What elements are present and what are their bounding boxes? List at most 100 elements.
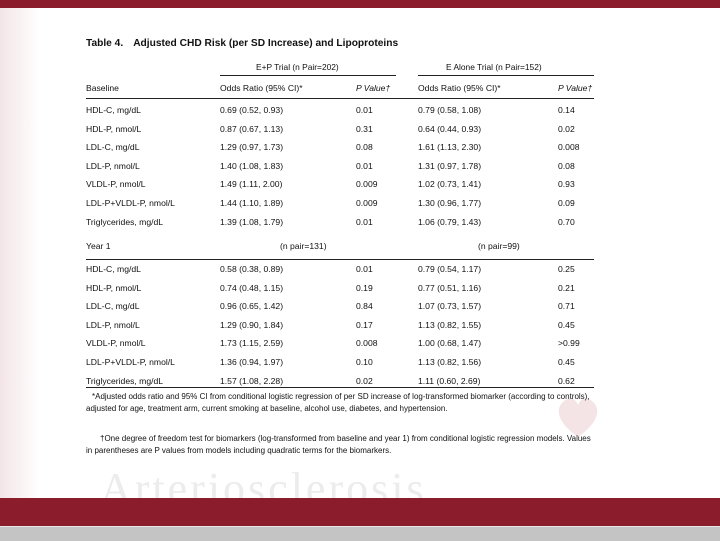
p-ep: 0.008	[356, 338, 378, 349]
or-ep: 1.36 (0.94, 1.97)	[220, 357, 284, 367]
table-row: VLDL-P, nmol/L 1.73 (1.15, 2.59) 0.008 1.00…	[80, 338, 598, 354]
p-ep: 0.02	[356, 375, 373, 386]
or-ea: 1.13 (0.82, 1.56)	[418, 357, 482, 367]
or-ep: 1.49 (1.11, 2.00)	[220, 179, 283, 190]
p-ep: 0.01	[356, 105, 373, 115]
row-label: HDL-C, mg/dL	[86, 105, 141, 115]
p-ep: 0.01	[356, 160, 373, 171]
p-ep: 0.01	[356, 264, 373, 274]
table-row: HDL-P, nmol/L 0.74 (0.48, 1.15) 0.19 0.77 (…	[80, 283, 598, 299]
table-row: HDL-P, nmol/L 0.87 (0.67, 1.13) 0.31 0.64 (…	[80, 124, 598, 140]
table-row: LDL-C, mg/dL 0.96 (0.65, 1.42) 0.84 1.07 (0…	[80, 301, 598, 317]
or-ep: 0.74 (0.48, 1.15)	[220, 282, 284, 293]
or-ea: 0.77 (0.51, 1.16)	[418, 282, 482, 293]
table-card: Table 4. Adjusted CHD Risk (per SD Increa…	[80, 30, 598, 470]
p-ep: 0.009	[356, 179, 378, 190]
row-label: VLDL-P, nmol/L	[86, 338, 146, 349]
or-ep: 1.40 (1.08, 1.83)	[220, 160, 284, 171]
p-ep: 0.01	[356, 216, 373, 227]
or-ep: 1.57 (1.08, 2.28)	[220, 375, 284, 386]
table-row: LDL-P+VLDL-P, nmol/L 1.36 (0.94, 1.97) 0.1…	[80, 357, 598, 373]
p-ea: 0.93	[558, 179, 575, 190]
year1-rule	[86, 259, 594, 260]
or-ea: 1.00 (0.68, 1.47)	[418, 338, 482, 349]
ep-underline	[220, 75, 396, 76]
or-ea: 1.30 (0.96, 1.77)	[418, 198, 482, 208]
or-ep: 0.69 (0.52, 0.93)	[220, 105, 284, 115]
p-ep: 0.31	[356, 123, 373, 134]
table-label: Table 4.	[86, 38, 124, 49]
trial-ep-header: E+P Trial (n Pair=202)	[256, 62, 339, 72]
or-ep: 0.87 (0.67, 1.13)	[220, 123, 284, 134]
or-ea: 1.11 (0.60, 2.69)	[418, 375, 481, 386]
p-ea: 0.70	[558, 216, 575, 227]
or-ea: 1.31 (0.97, 1.78)	[418, 160, 482, 171]
year1-n-ea: (n pair=99)	[478, 241, 520, 251]
year1-n-ep: (n pair=131)	[280, 241, 327, 251]
p-ea: 0.09	[558, 198, 575, 208]
or-ea: 1.07 (0.73, 1.57)	[418, 301, 482, 312]
or-ep: 1.29 (0.97, 1.73)	[220, 142, 284, 153]
or-ea: 0.79 (0.58, 1.08)	[418, 105, 482, 115]
col-p-ea: P Value†	[558, 83, 593, 93]
p-ep: 0.08	[356, 142, 373, 153]
or-ep: 1.73 (1.15, 2.59)	[220, 338, 284, 349]
p-ea: 0.008	[558, 142, 580, 153]
section-baseline: Baseline	[86, 83, 119, 93]
p-ea: 0.02	[558, 123, 575, 134]
p-ea: 0.62	[558, 375, 575, 386]
p-ea: 0.21	[558, 282, 575, 293]
table-row: Triglycerides, mg/dL 1.39 (1.08, 1.79) 0.0…	[80, 217, 598, 233]
table-row: HDL-C, mg/dL 0.58 (0.38, 0.89) 0.01 0.79 (0…	[80, 264, 598, 280]
p-ea: 0.45	[558, 319, 575, 330]
col-or-ea: Odds Ratio (95% CI)*	[418, 83, 501, 93]
p-ep: 0.84	[356, 301, 373, 312]
row-label: HDL-P, nmol/L	[86, 282, 142, 293]
row-label: LDL-C, mg/dL	[86, 301, 140, 312]
header-rule	[86, 98, 594, 99]
or-ep: 1.29 (0.90, 1.84)	[220, 319, 284, 330]
table-row: VLDL-P, nmol/L 1.49 (1.11, 2.00) 0.009 1.02…	[80, 179, 598, 195]
row-label: LDL-P, nmol/L	[86, 160, 140, 171]
or-ea: 1.61 (1.13, 2.30)	[418, 142, 482, 153]
left-gradient	[0, 8, 40, 498]
ea-underline	[418, 75, 594, 76]
year1-header-row: Year 1 (n pair=131) (n pair=99)	[80, 241, 598, 257]
p-ea: 0.14	[558, 105, 575, 115]
or-ea: 1.06 (0.79, 1.43)	[418, 216, 482, 227]
trial-ea-header: E Alone Trial (n Pair=152)	[446, 62, 542, 72]
p-ep: 0.19	[356, 282, 373, 293]
col-or-ep: Odds Ratio (95% CI)*	[220, 83, 303, 93]
or-ea: 1.02 (0.73, 1.41)	[418, 179, 482, 190]
col-p-ep: P Value†	[356, 83, 391, 93]
table-row: Triglycerides, mg/dL 1.57 (1.08, 2.28) 0.0…	[80, 376, 598, 392]
section-year1: Year 1	[86, 241, 111, 251]
p-ea: >0.99	[558, 338, 580, 349]
row-label: HDL-P, nmol/L	[86, 123, 142, 134]
footnote-asterisk: *Adjusted odds ratio and 95% CI from con…	[86, 392, 590, 413]
bottom-rule	[86, 387, 594, 388]
p-ea: 0.71	[558, 301, 575, 312]
table-title: Table 4. Adjusted CHD Risk (per SD Increa…	[86, 38, 398, 49]
or-ep: 1.39 (1.08, 1.79)	[220, 216, 284, 227]
p-ep: 0.17	[356, 319, 373, 330]
row-label: VLDL-P, nmol/L	[86, 179, 146, 190]
or-ep: 0.96 (0.65, 1.42)	[220, 301, 284, 312]
or-ep: 1.44 (1.10, 1.89)	[220, 198, 284, 208]
footer-gray-strip	[0, 526, 720, 541]
table-row: LDL-P+VLDL-P, nmol/L 1.44 (1.10, 1.89) 0.0…	[80, 198, 598, 214]
p-ep: 0.009	[356, 198, 378, 208]
p-ea: 0.45	[558, 357, 575, 367]
bottom-accent-bar	[0, 498, 720, 526]
row-label: LDL-P+VLDL-P, nmol/L	[86, 198, 175, 208]
column-header-row: Baseline Odds Ratio (95% CI)* P Value† O…	[80, 83, 598, 99]
table-row: HDL-C, mg/dL 0.69 (0.52, 0.93) 0.01 0.79 (0…	[80, 105, 598, 121]
p-ea: 0.08	[558, 160, 575, 171]
or-ea: 1.13 (0.82, 1.55)	[418, 319, 482, 330]
table-row: LDL-P, nmol/L 1.29 (0.90, 1.84) 0.17 1.13 (…	[80, 320, 598, 336]
journal-logo-icon	[558, 398, 598, 437]
row-label: LDL-P, nmol/L	[86, 319, 140, 330]
or-ea: 0.64 (0.44, 0.93)	[418, 123, 482, 134]
row-label: LDL-C, mg/dL	[86, 142, 140, 153]
p-ea: 0.25	[558, 264, 575, 274]
